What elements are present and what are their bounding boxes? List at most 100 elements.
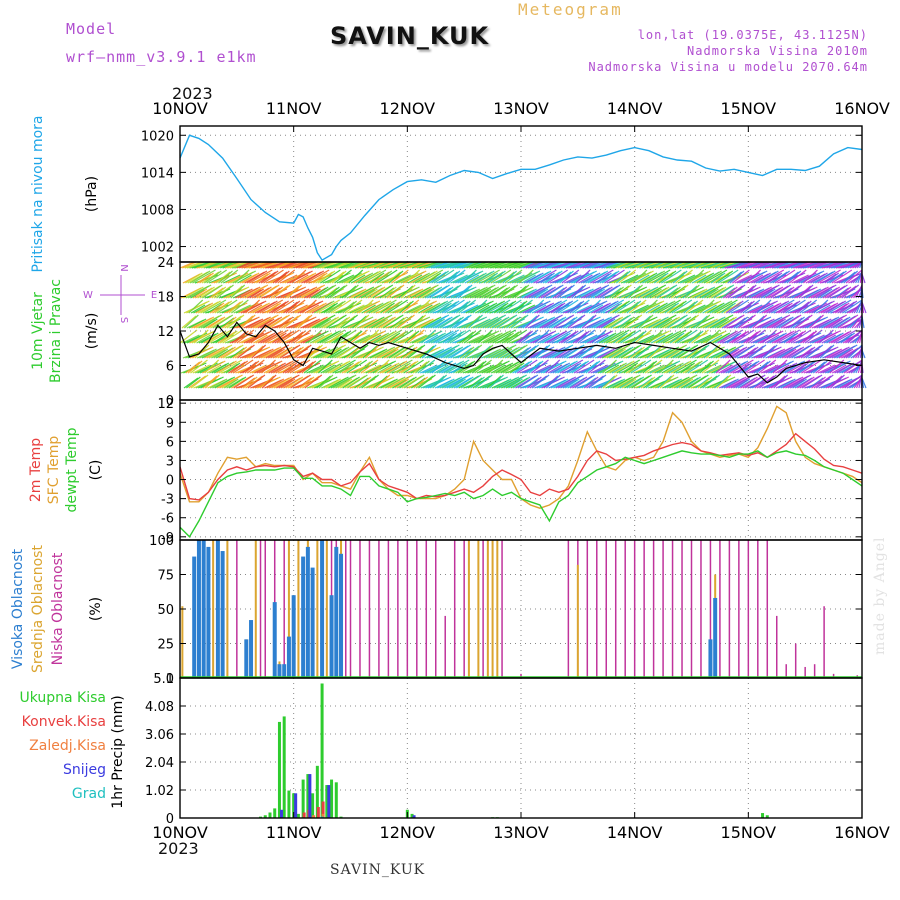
- wind-barb: [386, 271, 402, 284]
- cloud-low-bar: [747, 540, 750, 678]
- wind-barb: [400, 360, 419, 374]
- wind-barb: [198, 314, 222, 329]
- wind-barb: [639, 261, 657, 269]
- x-tick-label-top: 11NOV: [266, 99, 322, 118]
- wind-barb: [742, 299, 761, 314]
- wind-barb: [523, 261, 538, 269]
- wind-barb: [225, 362, 241, 374]
- wind-barb: [771, 261, 790, 269]
- wind-barb: [639, 272, 658, 284]
- wind-barb: [360, 359, 379, 374]
- wind-barb: [236, 329, 255, 344]
- wind-barb: [508, 315, 527, 329]
- wind-barb: [644, 359, 663, 374]
- precip-axis-label: 1hr Precip (mm): [110, 695, 126, 808]
- wind-barb: [750, 261, 765, 269]
- wind-barb: [680, 301, 696, 314]
- wind-barb: [696, 361, 712, 374]
- wind-barb: [602, 374, 618, 389]
- wind-barb: [212, 314, 234, 329]
- wind-barb: [206, 269, 228, 284]
- wind-barb: [204, 374, 220, 389]
- precip-total-bar: [287, 790, 291, 818]
- wind-barb: [774, 269, 796, 284]
- wind-barb: [194, 344, 210, 359]
- wind-barb: [403, 304, 422, 314]
- wind-barb: [613, 284, 632, 299]
- wind-barb: [666, 301, 685, 314]
- wind-barb: [403, 359, 424, 374]
- wind-barb: [560, 317, 576, 329]
- wind-barb: [209, 302, 225, 314]
- precip-snow-bar: [308, 774, 312, 818]
- wind-barb: [381, 261, 402, 269]
- wind-barb: [411, 261, 430, 269]
- wind-barb: [801, 359, 822, 374]
- wind-barb: [370, 300, 392, 314]
- wind-barb: [402, 331, 417, 344]
- wind-barb: [237, 344, 255, 359]
- dewpoint-line: [179, 450, 863, 538]
- wind-barb: [246, 359, 265, 374]
- cloud-low-bar: [652, 540, 655, 678]
- wind-barb: [291, 269, 307, 284]
- wind-barb: [810, 361, 826, 374]
- wind-barb: [464, 274, 480, 284]
- wind-barb: [717, 330, 738, 344]
- wind-barb: [604, 269, 625, 284]
- cloud-high-bar: [329, 595, 334, 678]
- wind-barb: [699, 284, 723, 299]
- precip-total-bar: [306, 774, 310, 818]
- wind-barb: [195, 302, 214, 314]
- wind-barb: [321, 329, 346, 344]
- wind-barb-field: [179, 261, 867, 389]
- wind-barb: [669, 332, 685, 344]
- wind-barb: [653, 261, 668, 269]
- wind-barb: [179, 329, 198, 344]
- wind-barb: [419, 288, 435, 299]
- wind-barb: [689, 269, 705, 284]
- wind-barb: [271, 376, 292, 389]
- wind-barb: [560, 374, 584, 389]
- wind-barb: [807, 261, 822, 269]
- wind-barb: [725, 300, 744, 314]
- wind-barb: [583, 376, 599, 389]
- wind-barb: [387, 299, 408, 314]
- wind-barb: [693, 334, 712, 344]
- precip-snow-bar: [327, 785, 331, 818]
- wind-barb: [518, 345, 537, 359]
- wind-barb: [549, 344, 574, 359]
- wind-barb: [228, 361, 246, 374]
- wind-barb: [540, 272, 555, 284]
- wind-barb: [236, 261, 252, 269]
- wind-barb: [533, 288, 549, 299]
- wind-barb: [590, 269, 614, 284]
- wind-barb: [634, 261, 649, 269]
- wind-barb: [373, 375, 388, 389]
- wind-barb: [201, 261, 216, 269]
- wind-barb: [824, 272, 840, 284]
- wind-barb: [492, 261, 513, 269]
- wind-barb: [581, 314, 597, 329]
- wind-barb: [814, 270, 836, 284]
- wind-barb: [855, 284, 863, 299]
- wind-barb: [331, 261, 346, 269]
- wind-barb: [449, 316, 464, 329]
- wind-barb: [649, 344, 664, 359]
- wind-barb: [659, 374, 675, 389]
- compass-north: N: [118, 264, 129, 271]
- temp-unit-label: (C): [88, 460, 104, 481]
- wind-barb: [642, 299, 658, 314]
- wind-barb: [780, 314, 802, 329]
- wind-barb: [222, 329, 243, 344]
- cloud-low-bar: [832, 673, 835, 678]
- wind-barb: [511, 261, 532, 269]
- wind-barb: [577, 261, 593, 269]
- wind-barb: [575, 345, 594, 359]
- wind-barb: [490, 269, 512, 284]
- wind-barb: [334, 269, 352, 284]
- wind-barb: [305, 261, 326, 269]
- wind-barb: [823, 314, 848, 329]
- wind-barb: [346, 346, 361, 359]
- wind-barb: [436, 287, 452, 299]
